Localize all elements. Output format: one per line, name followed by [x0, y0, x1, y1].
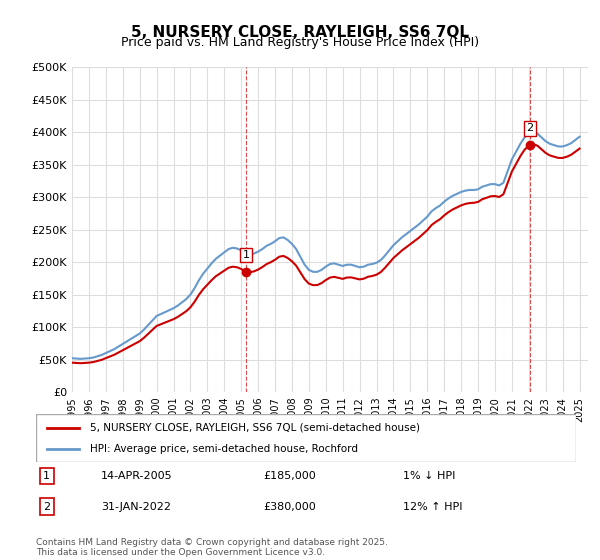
Text: 2: 2	[43, 502, 50, 512]
Text: 5, NURSERY CLOSE, RAYLEIGH, SS6 7QL: 5, NURSERY CLOSE, RAYLEIGH, SS6 7QL	[131, 25, 469, 40]
Text: 14-APR-2005: 14-APR-2005	[101, 471, 172, 481]
Text: 2: 2	[527, 123, 534, 133]
Text: 12% ↑ HPI: 12% ↑ HPI	[403, 502, 463, 512]
FancyBboxPatch shape	[36, 414, 576, 462]
Text: Contains HM Land Registry data © Crown copyright and database right 2025.
This d: Contains HM Land Registry data © Crown c…	[36, 538, 388, 557]
Text: HPI: Average price, semi-detached house, Rochford: HPI: Average price, semi-detached house,…	[90, 444, 358, 454]
Text: 5, NURSERY CLOSE, RAYLEIGH, SS6 7QL (semi-detached house): 5, NURSERY CLOSE, RAYLEIGH, SS6 7QL (sem…	[90, 423, 420, 433]
Text: 1: 1	[242, 250, 250, 260]
Text: £185,000: £185,000	[263, 471, 316, 481]
Text: Price paid vs. HM Land Registry's House Price Index (HPI): Price paid vs. HM Land Registry's House …	[121, 36, 479, 49]
Text: £380,000: £380,000	[263, 502, 316, 512]
Text: 1: 1	[43, 471, 50, 481]
Text: 1% ↓ HPI: 1% ↓ HPI	[403, 471, 455, 481]
Text: 31-JAN-2022: 31-JAN-2022	[101, 502, 171, 512]
